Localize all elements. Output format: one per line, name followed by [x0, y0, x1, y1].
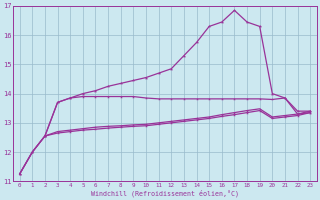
X-axis label: Windchill (Refroidissement éolien,°C): Windchill (Refroidissement éolien,°C)	[91, 189, 239, 197]
